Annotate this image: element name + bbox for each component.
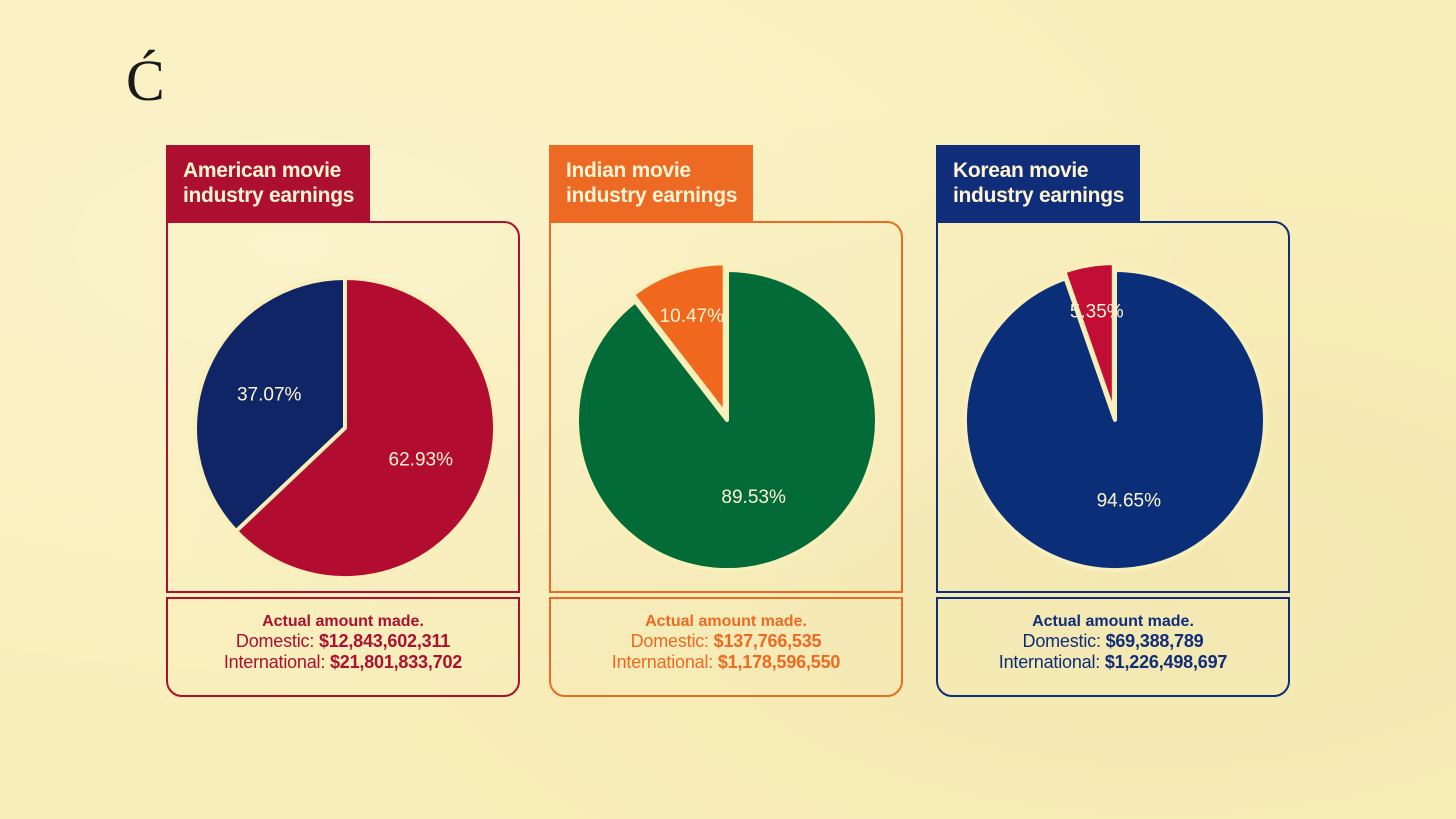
panel-title: Indian movie industry earnings <box>549 145 754 222</box>
title-line-2: industry earnings <box>566 184 738 207</box>
domestic-value: $12,843,602,311 <box>318 631 451 651</box>
international-value: $1,226,498,697 <box>1104 652 1228 672</box>
international-value: $21,801,833,702 <box>329 652 463 672</box>
amount-title: Actual amount made. <box>1032 613 1194 630</box>
domestic-value: $69,388,789 <box>1105 631 1204 651</box>
pie-slice-domestic <box>631 261 727 416</box>
domestic-line: Domestic: $137,766,535 <box>551 631 901 652</box>
pie-frame: 10.47% 89.53% <box>549 221 903 593</box>
pie-label-domestic: 37.07% <box>237 384 302 405</box>
title-line-1: American movie <box>183 159 342 182</box>
title-line-1: Korean movie <box>953 159 1089 182</box>
international-value: $1,178,596,550 <box>717 652 841 672</box>
international-line: International: $1,178,596,550 <box>551 652 901 673</box>
pie-frame: 37.07% 62.93% <box>166 221 520 593</box>
pie-slice-domestic <box>193 276 347 534</box>
international-label: International: <box>611 652 714 672</box>
amount-title: Actual amount made. <box>262 613 424 630</box>
domestic-label: Domestic: <box>1022 631 1101 651</box>
international-label: International: <box>223 652 326 672</box>
pie-chart-korean: 5.35% 94.65% <box>963 261 1267 572</box>
international-line: International: $21,801,833,702 <box>168 652 518 673</box>
pie-slice-international <box>963 268 1267 572</box>
panel-title: American movie industry earnings <box>166 145 371 222</box>
amount-box: Actual amount made. Domestic: $69,388,78… <box>936 597 1290 697</box>
domestic-label: Domestic: <box>630 631 709 651</box>
title-line-2: industry earnings <box>183 184 355 207</box>
domestic-value: $137,766,535 <box>713 631 822 651</box>
international-label: International: <box>998 652 1101 672</box>
panel-title: Korean movie industry earnings <box>936 145 1141 222</box>
domestic-label: Domestic: <box>235 631 315 651</box>
domestic-line: Domestic: $12,843,602,311 <box>168 631 518 652</box>
amount-box: Actual amount made. Domestic: $137,766,5… <box>549 597 903 697</box>
domestic-line: Domestic: $69,388,789 <box>938 631 1288 652</box>
title-line-1: Indian movie <box>566 159 691 182</box>
pie-label-domestic: 5.35% <box>1070 302 1124 323</box>
pie-label-international: 62.93% <box>389 450 454 471</box>
amount-title: Actual amount made. <box>645 613 807 630</box>
pie-slice-international <box>234 276 497 580</box>
pie-chart-indian: 10.47% 89.53% <box>575 261 879 572</box>
title-line-2: industry earnings <box>953 184 1125 207</box>
pie-label-international: 89.53% <box>721 487 786 508</box>
pie-frame: 5.35% 94.65% <box>936 221 1290 593</box>
pie-chart-american: 37.07% 62.93% <box>193 276 497 580</box>
pie-label-domestic: 10.47% <box>660 306 725 327</box>
pie-label-international: 94.65% <box>1097 490 1162 511</box>
pie-slice-international <box>575 268 879 572</box>
brand-logo: Ć <box>126 48 165 113</box>
amount-box: Actual amount made. Domestic: $12,843,60… <box>166 597 520 697</box>
international-line: International: $1,226,498,697 <box>938 652 1288 673</box>
